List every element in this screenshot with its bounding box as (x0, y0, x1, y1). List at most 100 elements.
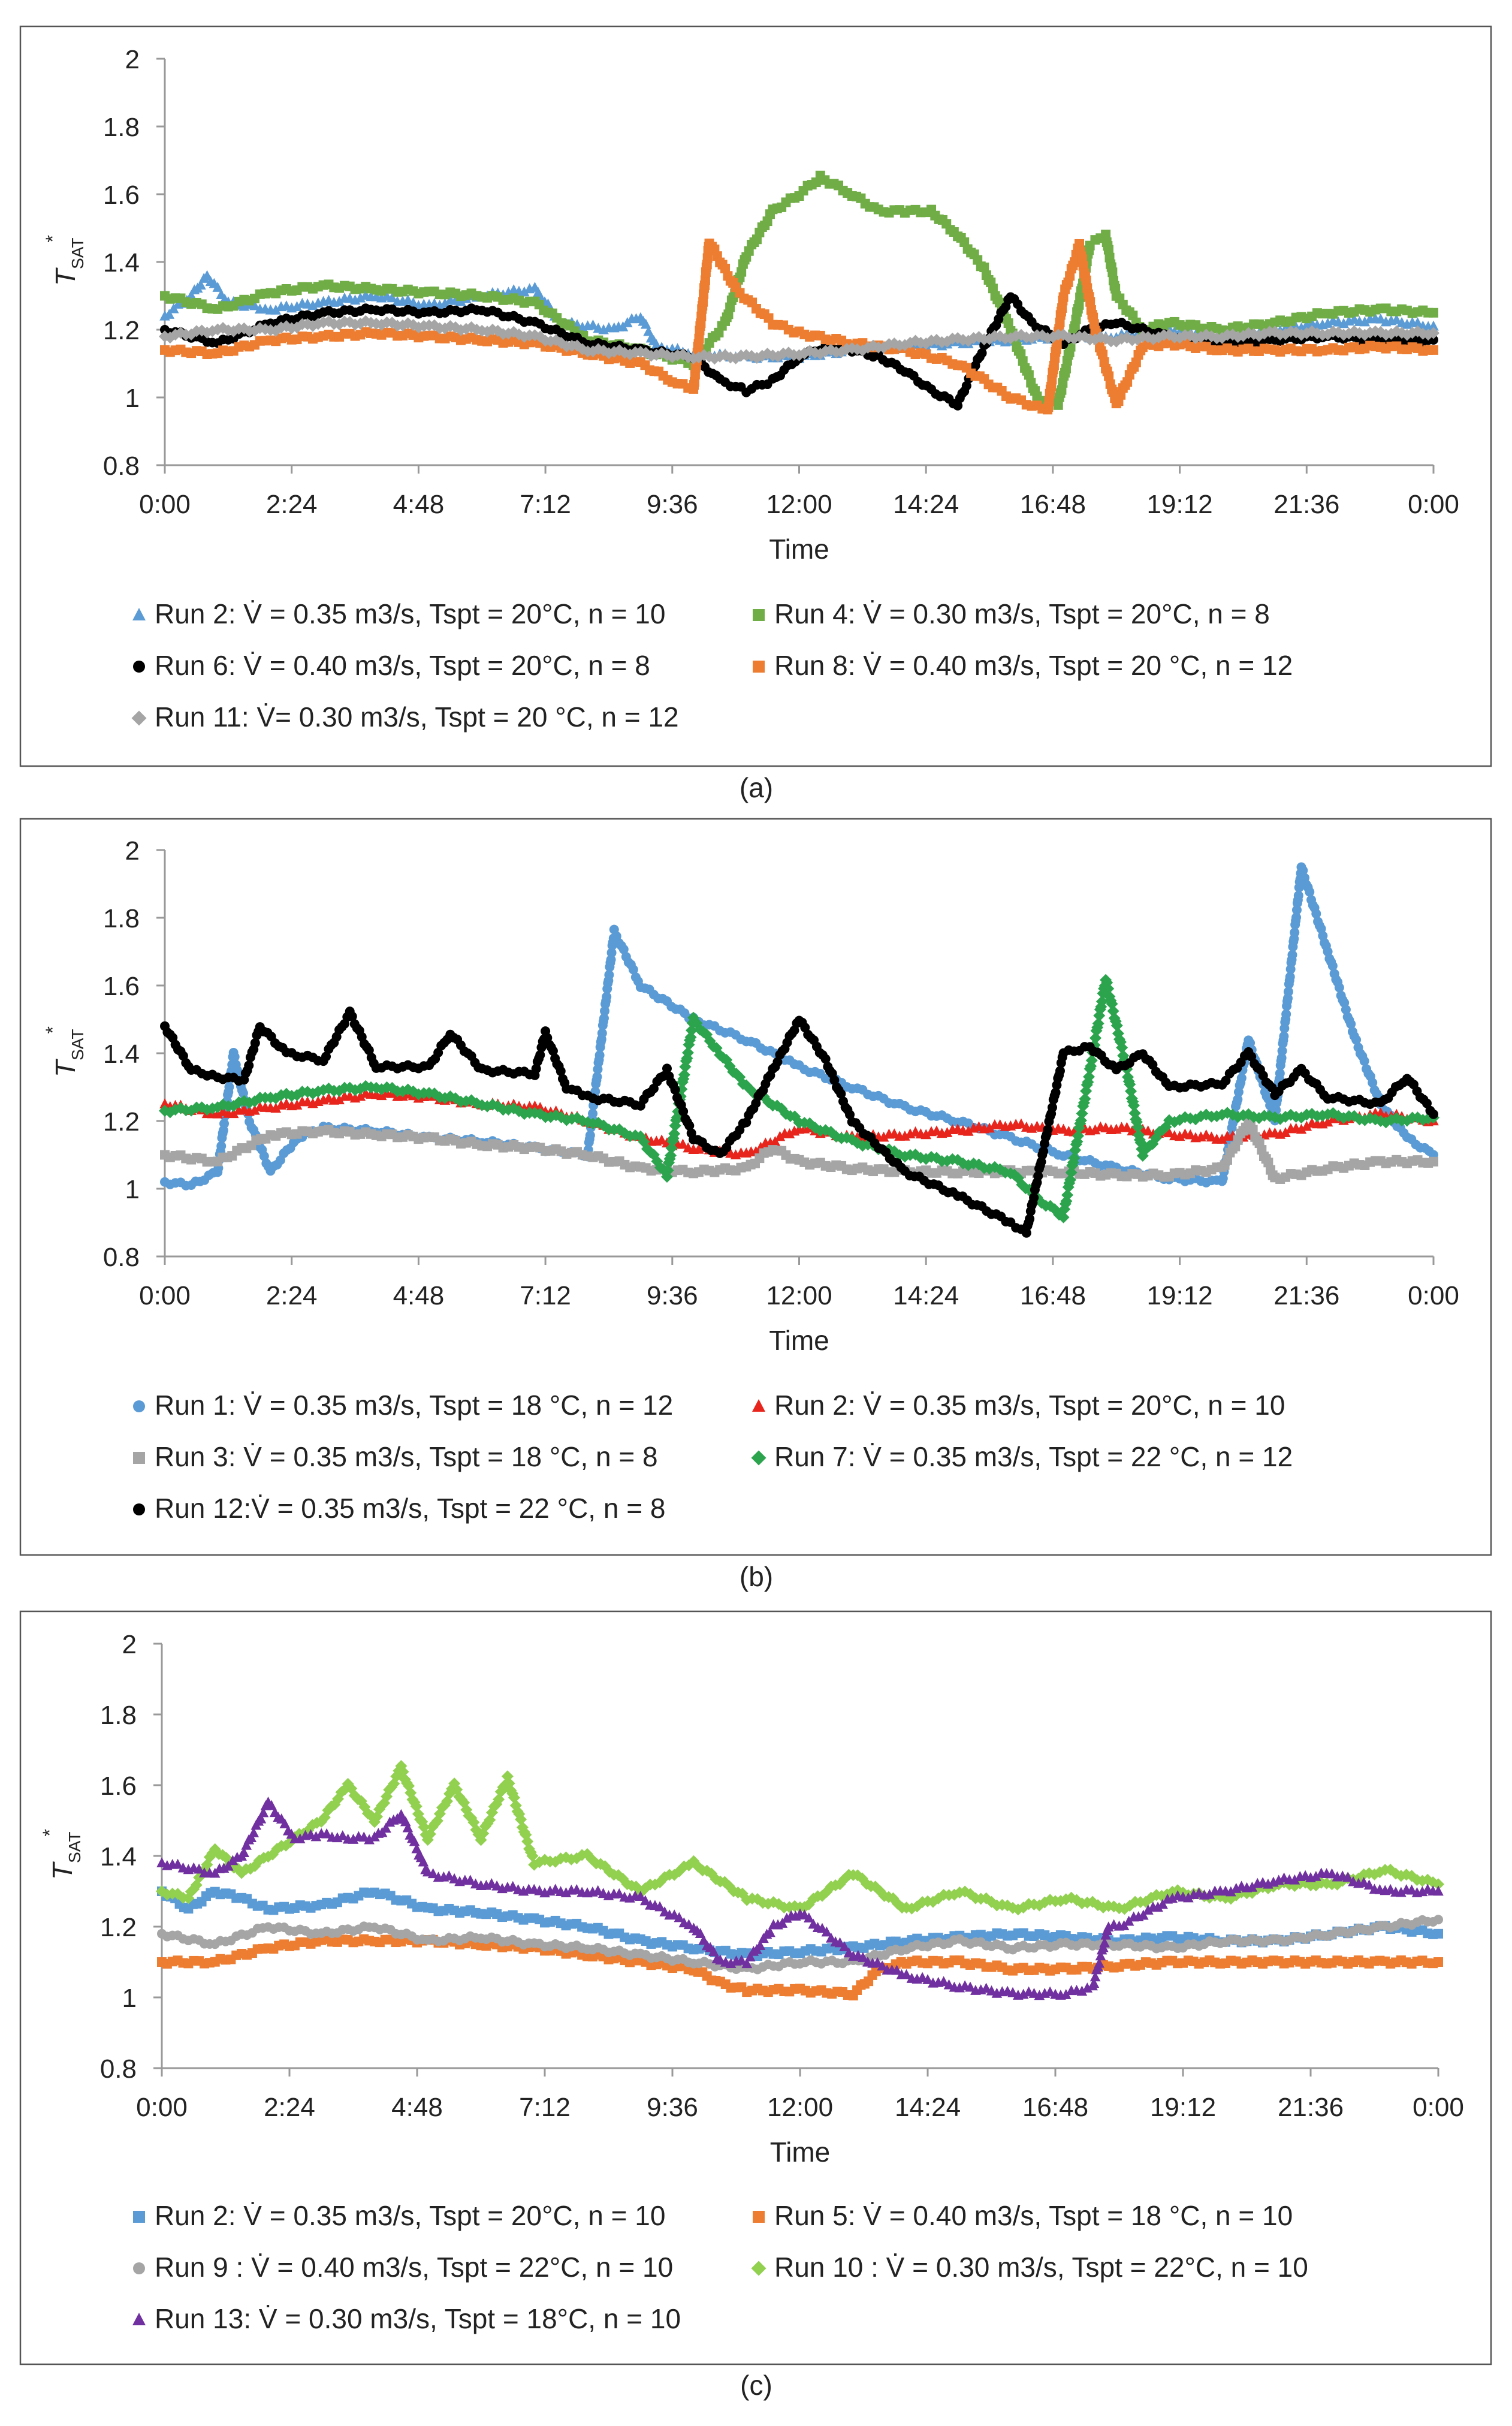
data-point (708, 1946, 719, 1957)
data-point (1283, 987, 1293, 997)
data-point (839, 1941, 850, 1952)
data-point (670, 1084, 680, 1095)
data-point (347, 1011, 357, 1021)
data-point (1433, 1915, 1443, 1925)
data-point (684, 1120, 695, 1131)
data-point (334, 296, 345, 306)
data-point (216, 1141, 227, 1151)
data-point (230, 1051, 240, 1062)
data-point (858, 1952, 868, 1962)
data-point (1090, 1124, 1101, 1135)
y-axis-title-sub: SAT (68, 238, 87, 269)
data-point (1280, 1127, 1291, 1137)
panel-caption: (a) (740, 772, 773, 803)
data-point (1058, 292, 1069, 302)
y-tick-label: 1.8 (103, 113, 140, 142)
data-point (358, 1831, 370, 1842)
data-point (1057, 303, 1067, 313)
data-point (1164, 1127, 1175, 1138)
legend-label: Run 2: V̇ = 0.35 m3/s, Tspt = 20°C, n = … (774, 1390, 1285, 1421)
legend-label: Run 2: V̇ = 0.35 m3/s, Tspt = 20°C, n = … (155, 598, 665, 629)
data-point (159, 1098, 170, 1108)
legend-marker (133, 1503, 145, 1515)
y-tick-label: 1 (122, 1984, 137, 2013)
data-point (1248, 1125, 1258, 1135)
y-tick-label: 1.2 (103, 1107, 140, 1137)
series-3 (157, 1915, 1443, 1975)
data-point (681, 1047, 694, 1059)
data-point (294, 1833, 306, 1844)
legend-marker (133, 1452, 145, 1464)
data-point (674, 1912, 685, 1922)
data-point (1024, 370, 1034, 380)
data-point (1142, 1125, 1154, 1136)
data-point (228, 1108, 239, 1119)
data-point (606, 948, 617, 958)
x-axis-title: Time (769, 1325, 829, 1356)
data-point (695, 1928, 706, 1939)
y-axis-title-sub: SAT (65, 1832, 84, 1863)
x-axis-title: Time (770, 2136, 831, 2168)
data-point (1368, 1078, 1378, 1088)
data-point (599, 1013, 609, 1023)
data-point (270, 1102, 282, 1113)
data-point (266, 1800, 277, 1810)
x-tick-label: 12:00 (767, 2093, 833, 2122)
data-point (1061, 363, 1071, 373)
data-point (765, 1927, 775, 1937)
data-point (1033, 1171, 1043, 1181)
data-point (219, 1119, 230, 1129)
data-point (381, 1822, 391, 1833)
data-point (1279, 1031, 1289, 1041)
legend-marker (751, 1450, 766, 1466)
x-tick-label: 9:36 (647, 2093, 698, 2122)
data-point (1051, 1087, 1061, 1098)
y-axis-title-sup: * (39, 1829, 61, 1836)
data-point (1216, 1108, 1229, 1121)
data-point (1127, 1099, 1140, 1112)
legend-label: Run 3: V̇ = 0.35 m3/s, Tspt = 18 °C, n =… (155, 1441, 658, 1472)
data-point (227, 1855, 239, 1866)
series-4 (160, 238, 1438, 415)
data-point (519, 286, 530, 297)
y-tick-label: 1.8 (100, 1701, 137, 1730)
data-point (255, 1813, 267, 1824)
x-tick-label: 21:36 (1273, 490, 1339, 519)
data-point (1055, 317, 1065, 327)
data-point (1116, 1041, 1128, 1054)
data-point (635, 1891, 646, 1901)
data-point (508, 1791, 520, 1804)
data-point (1167, 1892, 1178, 1903)
data-point (1143, 1904, 1154, 1915)
data-point (1065, 1167, 1078, 1179)
data-point (1281, 1009, 1291, 1019)
data-point (258, 1807, 269, 1818)
data-point (1217, 1134, 1227, 1144)
data-point (585, 1130, 595, 1140)
data-point (1247, 1881, 1258, 1892)
y-tick-label: 0.8 (103, 1243, 140, 1272)
data-point (943, 1979, 955, 1990)
data-point (1291, 912, 1302, 923)
legend-label: Run 2: V̇ = 0.35 m3/s, Tspt = 20°C, n = … (155, 2200, 665, 2231)
data-point (921, 1129, 931, 1140)
x-tick-label: 14:24 (893, 490, 959, 519)
data-point (836, 1089, 846, 1099)
x-tick-label: 4:48 (393, 1281, 445, 1310)
data-point (1064, 1174, 1076, 1186)
data-point (1222, 1155, 1232, 1165)
legend-label: Run 13: V̇ = 0.30 m3/s, Tspt = 18°C, n =… (155, 2303, 681, 2334)
data-point (1285, 972, 1295, 982)
data-point (1298, 866, 1308, 876)
data-point (259, 1151, 269, 1161)
data-point (1247, 1051, 1257, 1062)
legend-marker (132, 2313, 146, 2325)
data-point (1363, 1879, 1375, 1890)
data-point (1090, 1971, 1101, 1982)
data-point (922, 1974, 933, 1984)
data-point (1098, 349, 1108, 360)
data-point (965, 1981, 976, 1992)
data-point (755, 1940, 766, 1951)
series-3 (160, 1117, 1438, 1184)
legend-marker (753, 2211, 765, 2223)
